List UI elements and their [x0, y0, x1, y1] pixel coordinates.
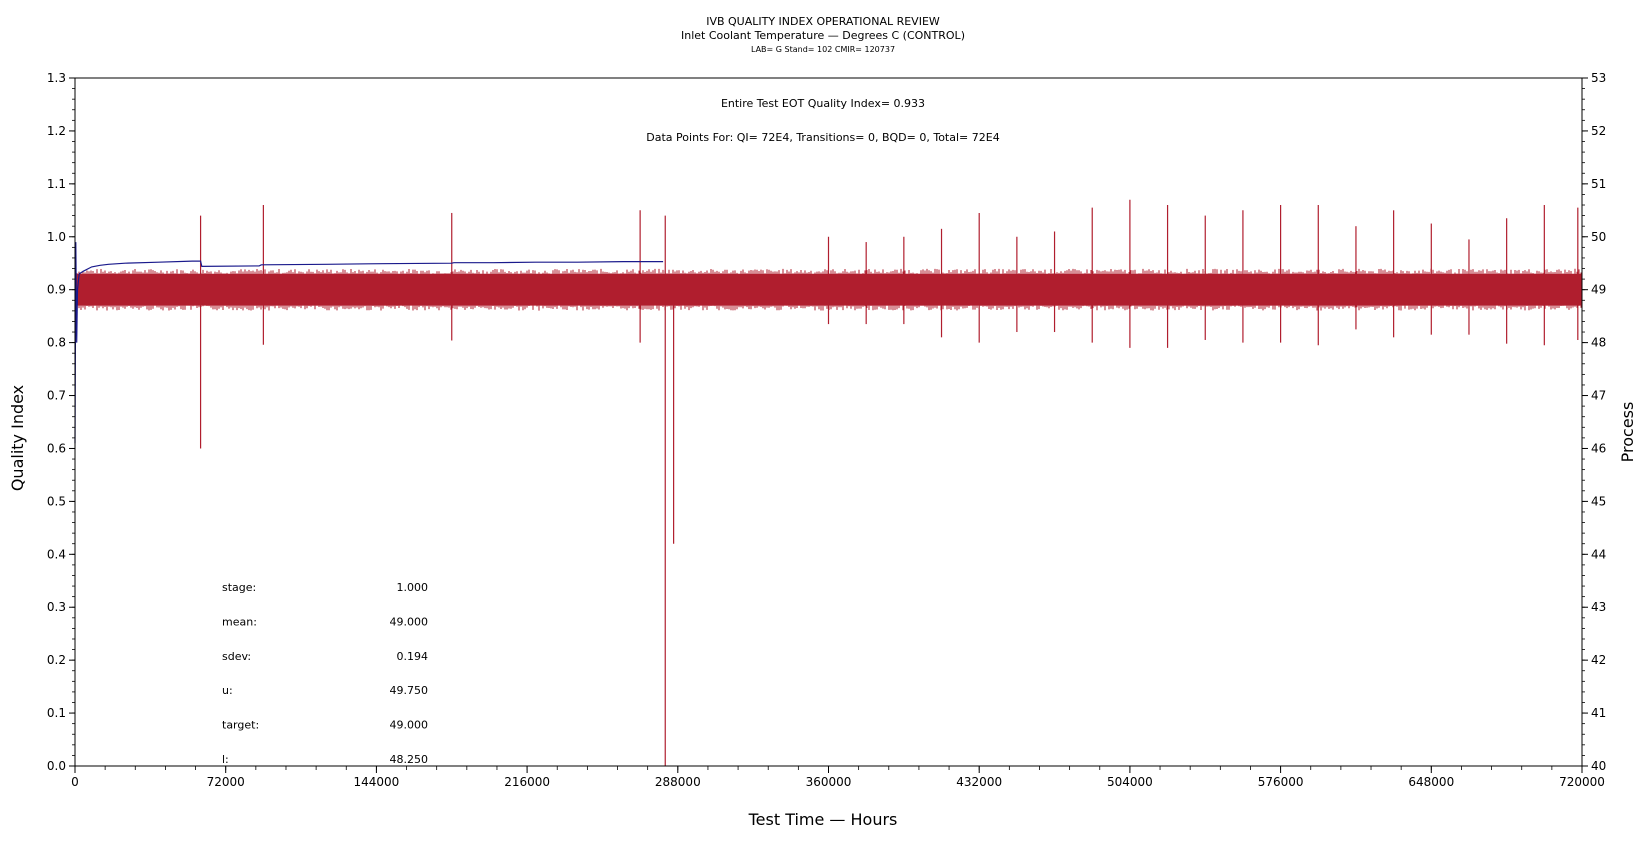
stat-label: target:: [222, 719, 259, 732]
y2-tick-label: 50: [1591, 230, 1606, 244]
x-axis-label: Test Time — Hours: [748, 810, 898, 829]
stat-value: 0.194: [397, 650, 429, 663]
y-tick-label: 0.1: [47, 706, 66, 720]
y-tick-label: 1.3: [47, 71, 66, 85]
stat-value: 1.000: [397, 581, 429, 594]
y2-tick-label: 40: [1591, 759, 1606, 773]
x-tick-label: 720000: [1559, 775, 1605, 789]
y-tick-label: 0.7: [47, 389, 66, 403]
chart-title: IVB QUALITY INDEX OPERATIONAL REVIEW: [706, 15, 940, 28]
stat-value: 49.000: [390, 615, 429, 628]
chart-subtitle-lab: LAB= G Stand= 102 CMIR= 120737: [751, 45, 895, 54]
x-tick-label: 72000: [207, 775, 245, 789]
eot-quality-index: Entire Test EOT Quality Index= 0.933: [721, 97, 925, 110]
stat-label: u:: [222, 684, 233, 697]
y-tick-label: 0.8: [47, 336, 66, 350]
axes: 0.0 0.1 0.2 0.3 0.4 0.5 0.6 0.7 0.8 0.9 1.0 1.1 1.2 1…: [47, 71, 1606, 789]
y-tick-label: 0.5: [47, 494, 66, 508]
y-tick-label: 1.1: [47, 177, 66, 191]
stat-value: 48.250: [390, 753, 429, 766]
stat-label: mean:: [222, 615, 257, 628]
plot-frame: [74, 77, 1583, 767]
x-tick-label: 216000: [504, 775, 550, 789]
y2-tick-label: 52: [1591, 124, 1606, 138]
stat-value: 49.000: [390, 719, 429, 732]
y-tick-label: 1.0: [47, 230, 66, 244]
y-tick-label: 0.9: [47, 283, 66, 297]
x-tick-label: 504000: [1107, 775, 1153, 789]
y-axis-label: Quality Index: [8, 385, 27, 491]
y2-tick-label: 47: [1591, 389, 1606, 403]
stat-label: l:: [222, 753, 229, 766]
x-tick-label: 0: [71, 775, 79, 789]
y2-tick-label: 46: [1591, 441, 1606, 455]
x-tick-label: 144000: [353, 775, 399, 789]
y2-tick-label: 42: [1591, 653, 1606, 667]
plot-data: [74, 199, 1582, 766]
x-tick-label: 648000: [1408, 775, 1454, 789]
data-points-summary: Data Points For: QI= 72E4, Transitions= …: [646, 131, 999, 144]
y-tick-label: 0.0: [47, 759, 66, 773]
y2-tick-label: 44: [1591, 547, 1606, 561]
x-tick-label: 360000: [806, 775, 852, 789]
y-tick-label: 1.2: [47, 124, 66, 138]
y2-tick-label: 53: [1591, 71, 1606, 85]
y-tick-label: 0.2: [47, 653, 66, 667]
stat-value: 49.750: [390, 684, 429, 697]
y2-tick-label: 48: [1591, 336, 1606, 350]
y2-axis-label: Process: [1618, 402, 1637, 463]
y-tick-label: 0.4: [47, 547, 66, 561]
chart-subtitle: Inlet Coolant Temperature — Degrees C (C…: [681, 29, 965, 42]
x-tick-label: 576000: [1258, 775, 1304, 789]
stat-label: sdev:: [222, 650, 251, 663]
x-tick-label: 432000: [956, 775, 1002, 789]
quality-index-line: [74, 242, 664, 444]
y2-tick-label: 41: [1591, 706, 1606, 720]
y-tick-label: 0.3: [47, 600, 66, 614]
y2-tick-label: 51: [1591, 177, 1606, 191]
y2-tick-label: 45: [1591, 494, 1606, 508]
y2-tick-label: 49: [1591, 283, 1606, 297]
stat-label: stage:: [222, 581, 256, 594]
y2-tick-label: 43: [1591, 600, 1606, 614]
y-tick-label: 0.6: [47, 441, 66, 455]
stats-block: stage: 1.000 mean: 49.000 sdev: 0.194 u: 49.750…: [222, 581, 428, 766]
x-tick-label: 288000: [655, 775, 701, 789]
